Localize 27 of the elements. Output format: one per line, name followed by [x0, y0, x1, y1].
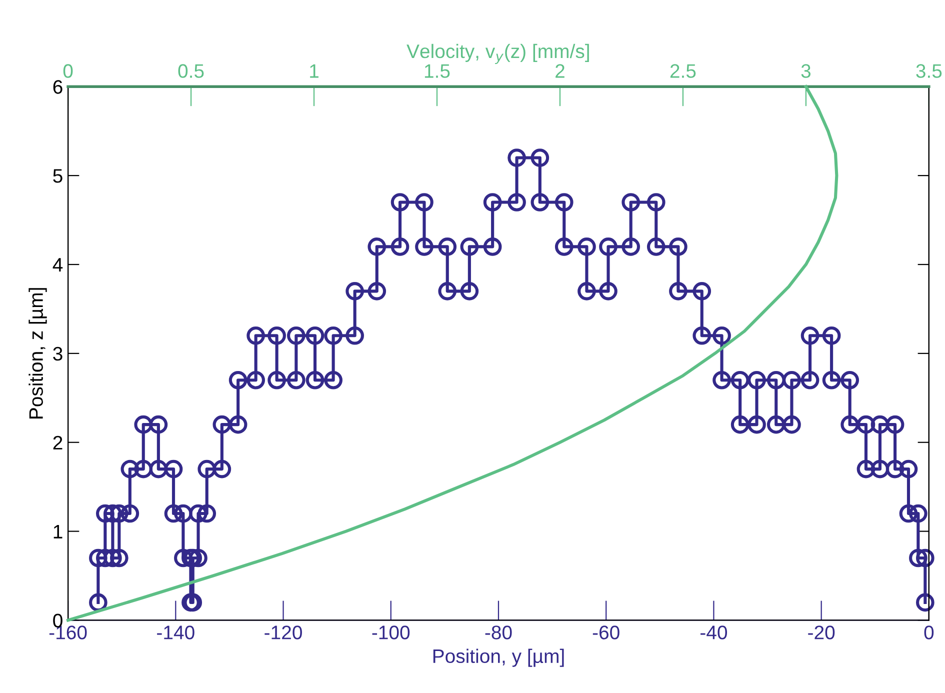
y-tick-label: 4: [52, 258, 63, 272]
x2-tick-label: 0.5: [178, 64, 204, 78]
x-tick-label: -20: [808, 626, 835, 640]
x-tick-label: -160: [49, 626, 87, 640]
y-tick-label: 0: [53, 614, 62, 628]
x2-tick-label: 1.5: [424, 64, 450, 78]
x-tick-label: 0: [924, 626, 934, 640]
x-tick-label: -100: [372, 626, 410, 640]
x2-tick-label: 2.5: [670, 64, 696, 78]
x-tick-label: -40: [700, 626, 728, 640]
y-tick-label: 2: [53, 436, 62, 450]
y-axis-title: Position, z [µm]: [28, 288, 47, 418]
y-tick-label: 6: [53, 80, 62, 94]
x-axis-title: Position, y [µm]: [433, 648, 564, 667]
x2-axis-title: Velocity, v$_{y}$(z) [mm/s]: [406, 44, 589, 64]
x-tick-label: -140: [157, 626, 194, 640]
x2-tick-label: 3: [801, 64, 811, 78]
x2-tick-label: 3.5: [916, 64, 942, 78]
y-tick-label: 1: [54, 524, 62, 538]
x-tick-label: -80: [485, 626, 512, 640]
y-tick-label: 3: [53, 346, 62, 361]
x-tick-label: -60: [592, 626, 620, 640]
x2-tick-label: 0: [63, 64, 73, 78]
x2-tick-label: 2: [556, 64, 564, 78]
x2-tick-label: 1: [310, 64, 318, 78]
x-tick-label: -120: [264, 626, 302, 640]
y-tick-label: 5: [53, 169, 62, 183]
